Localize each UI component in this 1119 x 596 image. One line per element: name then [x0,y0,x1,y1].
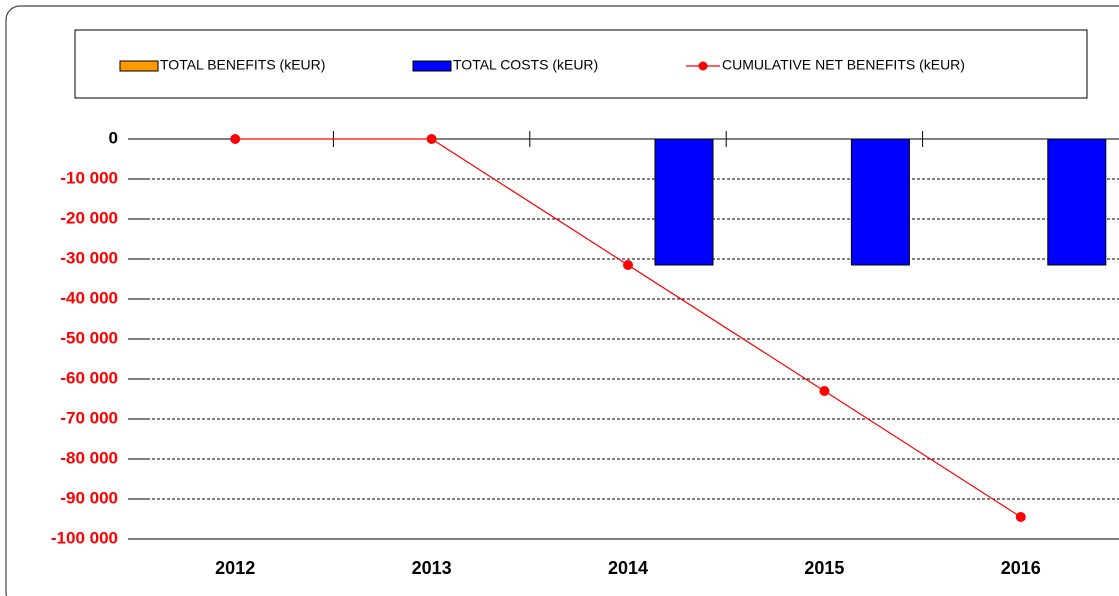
y-tick-label: -40 000 [60,288,118,307]
y-tick-label: 0 [109,128,118,147]
y-tick-label: -70 000 [60,408,118,427]
y-tick-label: -10 000 [60,168,118,187]
line-marker [623,260,633,270]
bar [654,138,714,266]
bar [1047,138,1107,266]
chart-frame [5,5,1119,596]
x-tick-label: 2016 [1001,558,1041,578]
legend-label: TOTAL COSTS (kEUR) [453,57,598,73]
y-tick-label: -50 000 [60,328,118,347]
legend-swatch [412,60,452,72]
x-tick-label: 2013 [412,558,452,578]
legend-box [74,29,1088,99]
line-marker [426,134,437,144]
bar [850,138,910,266]
legend-swatch [119,60,159,72]
line-marker [1015,512,1026,522]
x-tick-label: 2012 [215,558,255,578]
y-tick-label: -30 000 [60,248,118,267]
y-tick-label: -60 000 [60,368,118,387]
y-tick-label: -90 000 [60,488,118,507]
legend-label: TOTAL BENEFITS (kEUR) [160,57,325,73]
x-tick-label: 2015 [804,558,844,578]
y-tick-label: -80 000 [60,448,118,467]
legend-label: CUMULATIVE NET BENEFITS (kEUR) [722,57,965,73]
y-tick-label: -100 000 [51,528,118,547]
y-tick-label: -20 000 [60,208,118,227]
line-marker [230,134,241,144]
x-tick-label: 2014 [608,558,648,578]
line-marker [819,386,830,396]
legend-marker [698,61,708,71]
